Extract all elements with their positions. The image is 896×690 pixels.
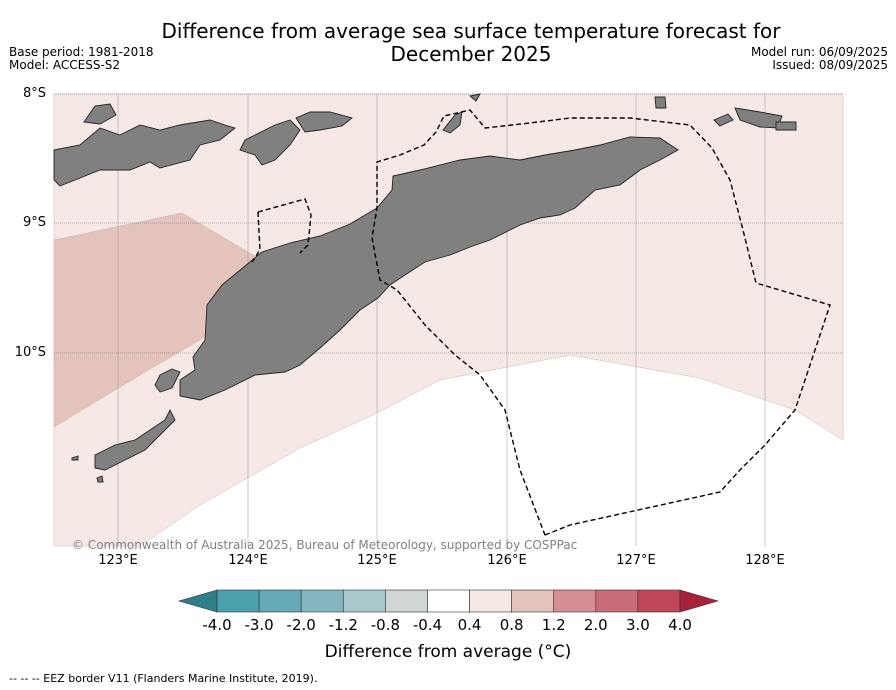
lat-label-8s: 8°S	[22, 86, 46, 101]
colorbar-extend-low	[177, 589, 218, 613]
land-savu-small	[71, 455, 79, 461]
issued-date: Issued: 08/09/2025	[772, 58, 888, 72]
colorbar-tick-label: -2.0	[286, 616, 316, 634]
colorbar-box	[427, 589, 470, 613]
land-savu	[94, 408, 176, 471]
lon-label-123e: 123°E	[98, 553, 138, 568]
lon-label-128e: 128°E	[745, 553, 785, 568]
title-line-1: Difference from average sea surface temp…	[161, 19, 781, 43]
base-period: Base period: 1981-2018	[9, 45, 154, 59]
colorbar-box	[553, 589, 597, 613]
lat-label-9s: 9°S	[22, 215, 46, 230]
colorbar-tick-label: 3.0	[625, 616, 650, 634]
land-flores-west	[83, 103, 117, 125]
title-line-2: December 2025	[390, 42, 552, 66]
colorbar-tick-label: 0.4	[457, 616, 482, 634]
colorbar-tick-label: 1.2	[541, 616, 566, 634]
colorbar-box	[300, 589, 344, 613]
lon-label-125e: 125°E	[357, 553, 397, 568]
eez-legend: -- -- -- EEZ border V11 (Flanders Marine…	[9, 672, 318, 685]
colorbar-tick-label: -3.0	[244, 616, 274, 634]
colorbar-box	[595, 589, 639, 613]
colorbar-box	[216, 589, 260, 613]
land-alor	[239, 119, 301, 166]
land-islet-2	[654, 96, 667, 109]
colorbar-tick-label: -0.8	[370, 616, 400, 634]
colorbar-label: Difference from average (°C)	[324, 642, 572, 662]
lat-label-10s: 10°S	[14, 345, 46, 360]
meta-left: Base period: 1981-2018 Model: ACCESS-S2	[9, 46, 154, 72]
colorbar-box	[342, 589, 386, 613]
colorbar-tick-label: 4.0	[668, 616, 692, 634]
land-islet-5	[713, 113, 734, 127]
copyright-text: © Commonwealth of Australia 2025, Bureau…	[72, 538, 578, 552]
meta-right: Model run: 06/09/2025 Issued: 08/09/2025	[751, 46, 888, 72]
colorbar-box	[469, 589, 512, 613]
model-run: Model run: 06/09/2025	[750, 45, 888, 59]
eez-border-enclave	[257, 198, 312, 254]
colorbar-box	[258, 589, 302, 613]
colorbar-box	[385, 589, 428, 613]
colorbar	[177, 589, 720, 613]
colorbar-tick-label: -1.2	[328, 616, 358, 634]
colorbar-tick-label: -4.0	[202, 616, 232, 634]
land-islet-6	[468, 93, 481, 102]
land-flores	[53, 119, 236, 187]
land-islet-1	[442, 111, 463, 134]
lon-label-124e: 124°E	[228, 553, 268, 568]
land-rote	[154, 368, 181, 393]
anomaly-region-light	[53, 93, 844, 547]
land-timor	[179, 136, 679, 401]
lon-label-126e: 126°E	[487, 553, 527, 568]
map-title: Difference from average sea surface temp…	[0, 20, 896, 66]
model-name: Model: ACCESS-S2	[9, 58, 121, 72]
land-savu-small2	[96, 475, 104, 483]
colorbar-tick-label: -0.4	[412, 616, 443, 634]
colorbar-box	[511, 589, 555, 613]
land-alor-e	[295, 111, 353, 133]
land-islet-4	[775, 121, 797, 131]
lon-label-127e: 127°E	[616, 553, 656, 568]
eez-border	[371, 109, 831, 536]
colorbar-box	[637, 589, 681, 613]
colorbar-extend-high	[679, 589, 720, 613]
colorbar-tick-label: 0.8	[499, 616, 524, 634]
eez-border-enclave-2	[251, 211, 261, 263]
land	[53, 93, 797, 483]
colorbar-tick-label: 2.0	[583, 616, 608, 634]
